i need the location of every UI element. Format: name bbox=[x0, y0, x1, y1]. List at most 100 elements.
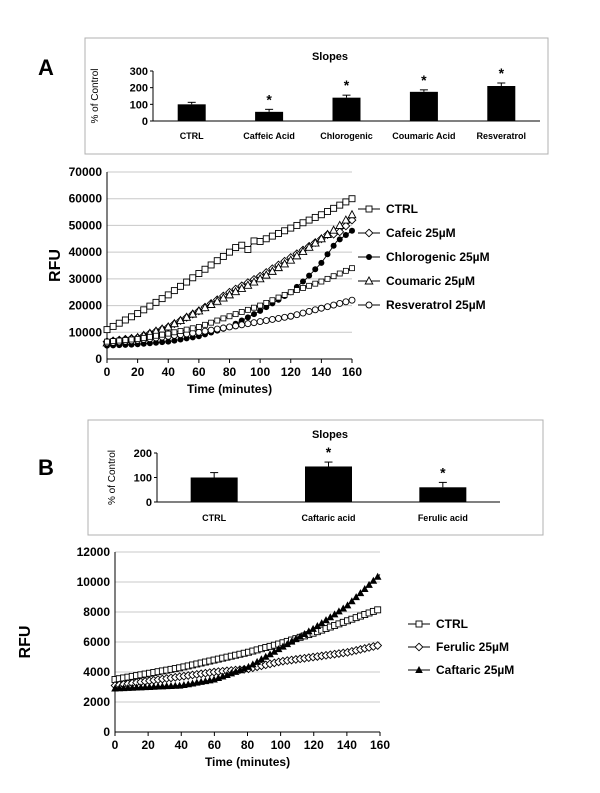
y-tick-label: 50000 bbox=[69, 218, 103, 232]
y-tick-label: 12000 bbox=[77, 545, 111, 559]
data-point bbox=[195, 328, 203, 336]
data-point bbox=[275, 314, 282, 322]
data-point bbox=[317, 619, 326, 627]
data-point bbox=[305, 216, 313, 224]
data-point bbox=[299, 309, 307, 317]
data-point bbox=[275, 229, 282, 237]
data-point bbox=[330, 242, 337, 249]
data-point bbox=[257, 307, 264, 314]
data-point bbox=[165, 338, 172, 345]
data-point bbox=[177, 336, 184, 343]
data-point bbox=[128, 313, 135, 321]
x-axis-label: Time (minutes) bbox=[187, 382, 272, 396]
data-point bbox=[306, 272, 313, 279]
data-point bbox=[348, 597, 356, 605]
y-tick-label: 10000 bbox=[77, 575, 111, 589]
data-point bbox=[232, 311, 239, 318]
data-point bbox=[322, 229, 333, 238]
data-point bbox=[313, 622, 322, 630]
data-point bbox=[281, 313, 289, 321]
data-point bbox=[256, 238, 264, 245]
data-point bbox=[305, 307, 313, 315]
data-point bbox=[253, 657, 261, 665]
data-point bbox=[122, 337, 129, 343]
x-category-label: Caffeic Acid bbox=[243, 131, 295, 141]
data-point bbox=[317, 304, 325, 312]
data-point bbox=[201, 327, 209, 335]
x-tick-label: 20 bbox=[141, 738, 155, 752]
data-point bbox=[335, 607, 343, 615]
data-point bbox=[293, 287, 300, 293]
bar bbox=[177, 104, 206, 121]
y-tick-label: 40000 bbox=[69, 245, 103, 259]
data-point bbox=[244, 662, 253, 670]
x-tick-label: 40 bbox=[162, 365, 176, 379]
data-point bbox=[317, 211, 325, 219]
bar bbox=[190, 477, 238, 502]
data-point bbox=[342, 298, 350, 306]
data-point bbox=[364, 228, 374, 238]
chart-box bbox=[84, 37, 549, 155]
data-point bbox=[116, 337, 123, 344]
data-point bbox=[244, 306, 251, 313]
data-point bbox=[226, 313, 233, 320]
data-point bbox=[415, 666, 423, 673]
data-point bbox=[208, 319, 215, 326]
y-tick-label: 60000 bbox=[69, 192, 103, 206]
y-tick-label: 300 bbox=[130, 66, 148, 78]
data-point bbox=[238, 321, 246, 329]
data-point bbox=[312, 280, 319, 287]
y-tick-label: 0 bbox=[142, 116, 148, 128]
data-point bbox=[275, 294, 282, 301]
x-tick-label: 40 bbox=[175, 738, 189, 752]
data-point bbox=[287, 289, 294, 296]
x-tick-label: 120 bbox=[281, 365, 301, 379]
y-tick-label: 200 bbox=[134, 448, 152, 460]
data-point bbox=[322, 616, 330, 624]
data-point bbox=[182, 312, 192, 321]
data-point bbox=[231, 286, 241, 296]
data-point bbox=[257, 302, 264, 309]
x-tick-label: 100 bbox=[271, 738, 291, 752]
x-tick-label: 160 bbox=[342, 365, 362, 379]
data-point bbox=[249, 660, 257, 668]
data-point bbox=[237, 283, 247, 292]
data-point bbox=[243, 280, 253, 289]
data-point bbox=[330, 610, 339, 618]
data-point bbox=[175, 315, 186, 324]
x-category-label: Resveratrol bbox=[477, 131, 527, 141]
legend-entry: CTRL bbox=[436, 617, 468, 631]
legend-entry: CTRL bbox=[386, 202, 418, 216]
data-point bbox=[158, 295, 166, 303]
data-point bbox=[194, 305, 204, 315]
data-point bbox=[218, 293, 228, 302]
data-point bbox=[365, 205, 373, 213]
bar bbox=[487, 86, 516, 121]
data-point bbox=[299, 219, 307, 227]
y-tick-label: 100 bbox=[130, 99, 148, 111]
data-point bbox=[220, 315, 227, 322]
chart-title: Slopes bbox=[312, 429, 348, 441]
data-point bbox=[226, 323, 233, 331]
data-point bbox=[121, 316, 129, 324]
data-point bbox=[103, 326, 111, 334]
data-point bbox=[219, 252, 227, 260]
data-point bbox=[292, 635, 300, 643]
data-point bbox=[195, 270, 203, 277]
data-point bbox=[110, 338, 117, 345]
data-point bbox=[348, 296, 356, 304]
legend-entry: Resveratrol 25µM bbox=[386, 298, 486, 312]
y-tick-label: 8000 bbox=[83, 605, 110, 619]
data-point bbox=[240, 664, 248, 672]
data-point bbox=[326, 613, 335, 621]
data-point bbox=[261, 652, 270, 660]
y-tick-label: 0 bbox=[103, 725, 110, 739]
y-tick-label: 0 bbox=[95, 352, 102, 366]
data-point bbox=[330, 273, 337, 280]
data-point bbox=[140, 334, 147, 341]
data-point bbox=[324, 275, 331, 282]
data-point bbox=[270, 647, 279, 655]
data-point bbox=[244, 320, 252, 328]
data-point bbox=[165, 330, 172, 337]
